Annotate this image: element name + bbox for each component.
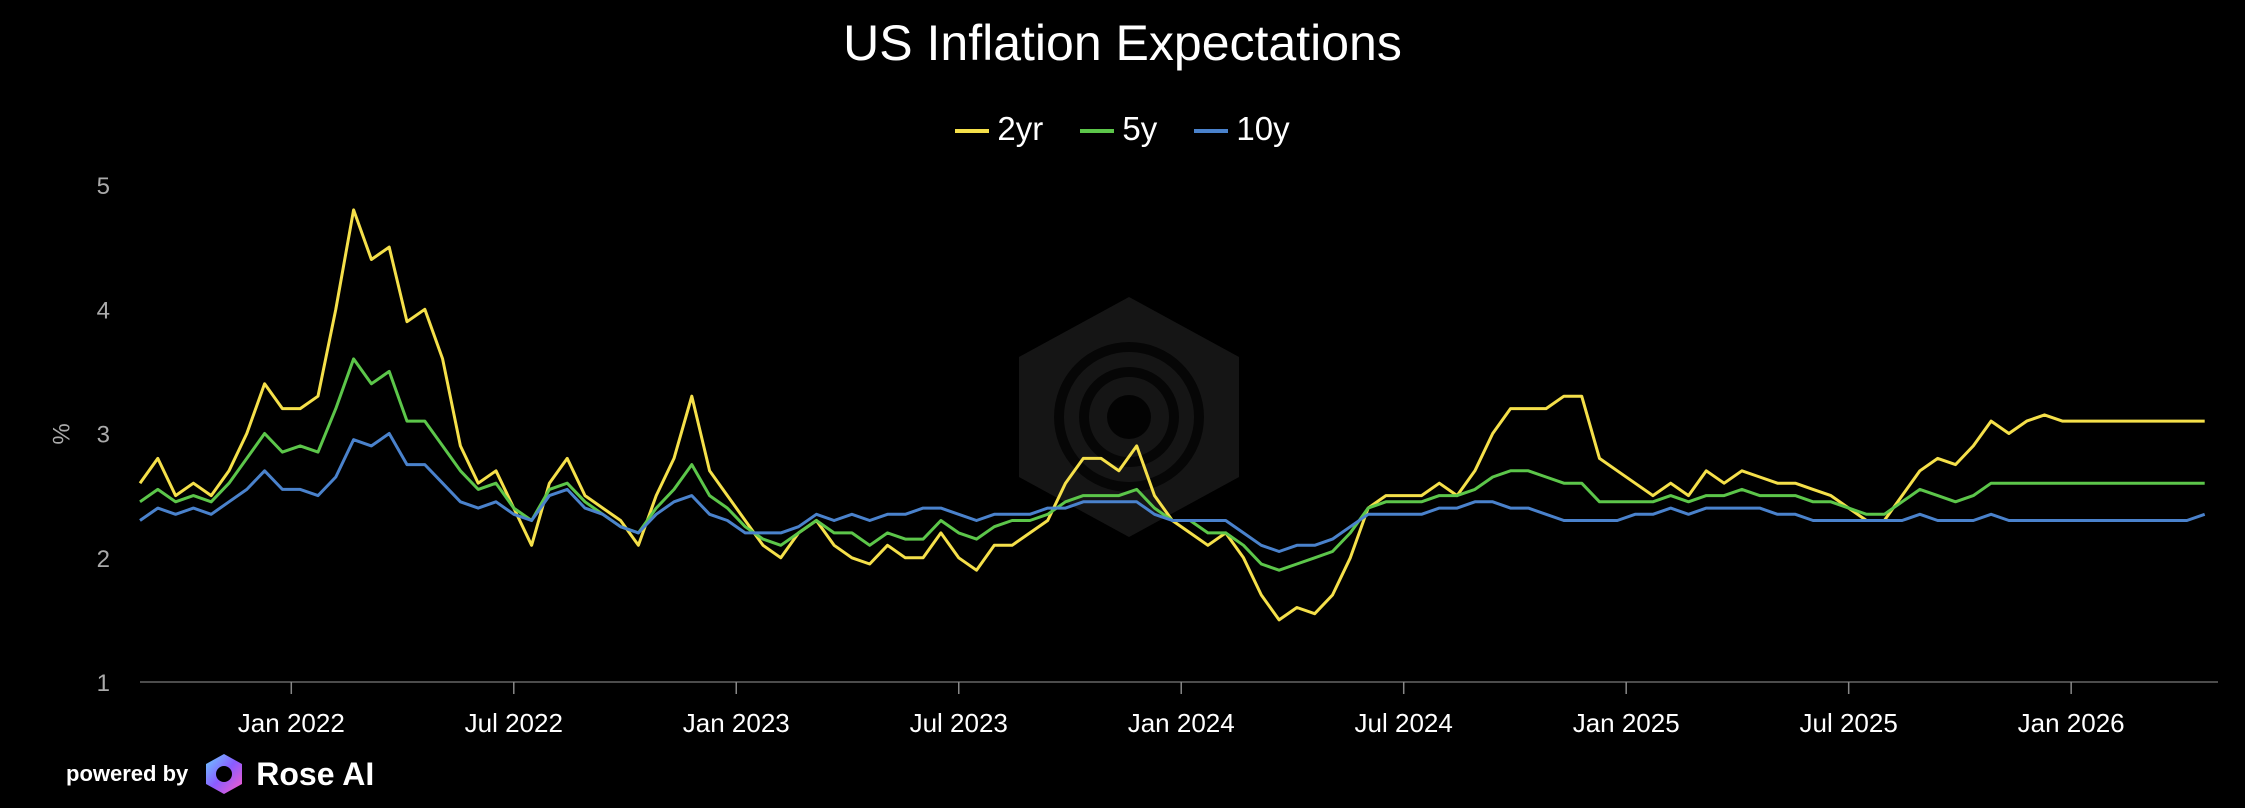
legend-swatch-2yr <box>955 129 990 134</box>
x-axis: Jan 2022 Jul 2022 Jan 2023 Jul 2023 Jan 2024… <box>140 681 2218 738</box>
legend-label-10y: 10y <box>1236 110 1290 147</box>
x-tick-label: Jul 2022 <box>465 708 563 738</box>
legend-item-5y: 5y <box>1080 110 1157 148</box>
y-tick-label: 2 <box>97 546 110 573</box>
y-tick-label: 4 <box>97 297 110 324</box>
rose-ai-logo-icon <box>206 754 243 794</box>
series-lines <box>138 208 2206 622</box>
series-line-2yr <box>138 208 2205 622</box>
x-tick-label: Jan 2022 <box>238 708 345 738</box>
legend-swatch-10y <box>1194 129 1229 134</box>
x-tick-label: Jul 2025 <box>1800 708 1898 738</box>
legend-label-2yr: 2yr <box>997 110 1044 147</box>
legend-item-2yr: 2yr <box>955 110 1043 148</box>
legend: 2yr 5y 10y <box>0 110 2245 148</box>
x-tick-label: Jan 2025 <box>1573 708 1680 738</box>
x-tick-label: Jan 2024 <box>1128 708 1235 738</box>
series-line-10y <box>139 432 2206 553</box>
x-tick-label: Jul 2023 <box>910 708 1008 738</box>
y-axis-label: % <box>48 423 76 445</box>
legend-item-10y: 10y <box>1194 110 1290 148</box>
chart-title: US Inflation Expectations <box>843 15 1402 71</box>
brand: powered by Rose AI <box>66 752 374 796</box>
legend-swatch-5y <box>1080 129 1115 134</box>
brand-name: Rose AI <box>256 755 375 792</box>
y-tick-label: 3 <box>97 422 110 449</box>
y-tick-label: 1 <box>97 670 110 697</box>
x-tick-label: Jan 2026 <box>2018 708 2125 738</box>
powered-by-label: powered by <box>66 761 189 786</box>
y-tick-label: 5 <box>97 173 110 200</box>
x-tick-label: Jan 2023 <box>683 708 790 738</box>
watermark-logo-icon <box>1019 297 1239 537</box>
legend-label-5y: 5y <box>1122 110 1158 147</box>
y-axis: 1 2 3 4 5 <box>97 173 110 697</box>
x-tick-label: Jul 2024 <box>1355 708 1453 738</box>
